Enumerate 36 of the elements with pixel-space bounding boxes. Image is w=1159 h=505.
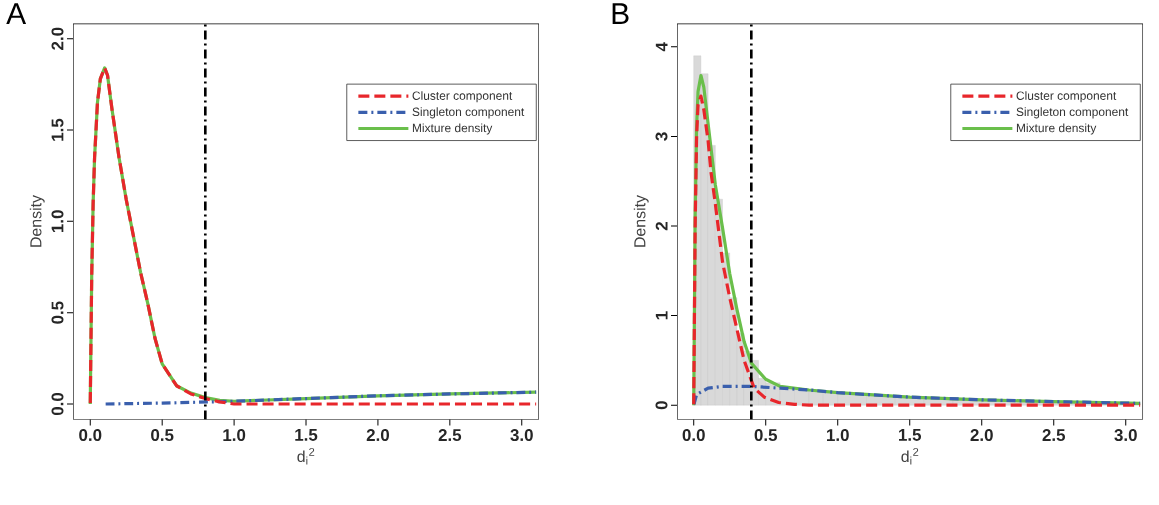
x-tick-label: 3.0 [510, 429, 533, 442]
legend-label: Singleton component [1016, 107, 1129, 119]
legend-label: Mixture density [1016, 123, 1097, 135]
x-tick-label: 1.5 [899, 429, 922, 442]
legend-label: Singleton component [412, 107, 525, 119]
y-tick-label: 1.5 [51, 118, 64, 141]
x-tick-label: 2.0 [366, 429, 389, 442]
y-tick-label: 4 [655, 42, 668, 52]
x-tick-label: 3.0 [1114, 429, 1137, 442]
legend-label: Cluster component [1016, 91, 1117, 103]
y-tick-label: 0 [655, 401, 668, 410]
chart-title: B [612, 3, 629, 25]
y-tick-label: 0.5 [51, 301, 64, 325]
x-tick-label: 0.5 [151, 429, 174, 442]
x-axis-title: d$_{i}$2 [297, 448, 315, 465]
x-tick-label: 0.0 [682, 429, 705, 442]
x-tick-label: 2.5 [1042, 429, 1066, 442]
y-axis-title: Density [29, 195, 45, 248]
y-tick-label: 2.0 [51, 27, 64, 51]
x-tick-label: 1.5 [295, 429, 318, 442]
x-tick-label: 0.5 [754, 429, 778, 442]
y-tick-label: 0.0 [51, 393, 64, 416]
x-tick-label: 1.0 [827, 429, 849, 442]
x-tick-label: 1.0 [223, 429, 246, 442]
y-tick-label: 1.0 [51, 210, 64, 233]
x-tick-label: 0.0 [79, 429, 102, 442]
legend-label: Mixture density [412, 123, 493, 135]
y-axis-title: Density [633, 195, 649, 248]
chart-title: A [6, 3, 27, 25]
x-tick-label: 2.0 [970, 429, 993, 442]
y-tick-label: 1 [655, 311, 668, 320]
x-tick-label: 2.5 [438, 429, 462, 442]
y-tick-label: 3 [655, 132, 668, 141]
x-axis-title: d$_{i}$2 [901, 448, 919, 465]
y-tick-label: 2 [655, 222, 668, 231]
legend-label: Cluster component [412, 91, 513, 103]
